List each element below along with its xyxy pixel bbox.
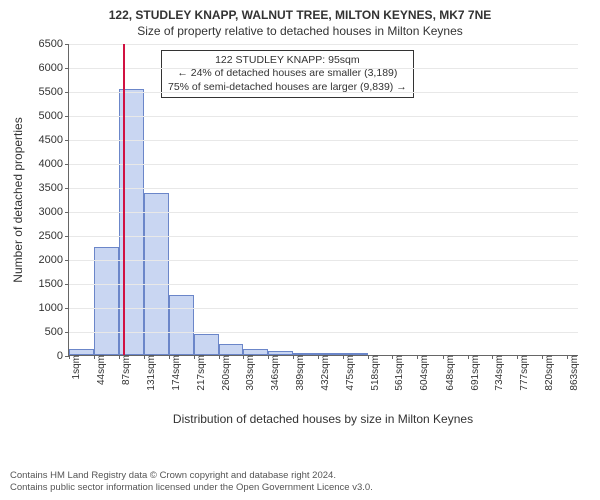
- x-tick-label: 648sqm: [439, 355, 456, 391]
- histogram-bar: [219, 344, 244, 355]
- x-tick-label: 260sqm: [215, 355, 232, 391]
- y-tick-mark: [65, 92, 69, 93]
- x-tick-label: 475sqm: [339, 355, 356, 391]
- gridline: [69, 140, 578, 141]
- histogram-bar: [169, 295, 194, 355]
- x-tick-label: 217sqm: [190, 355, 207, 391]
- gridline: [69, 188, 578, 189]
- histogram-bar: [144, 193, 169, 355]
- y-axis-label: Number of detached properties: [11, 117, 25, 282]
- annotation-line2: ← 24% of detached houses are smaller (3,…: [168, 67, 407, 80]
- x-tick-label: 561sqm: [388, 355, 405, 391]
- x-tick-label: 691sqm: [464, 355, 481, 391]
- x-tick-label: 777sqm: [513, 355, 530, 391]
- x-tick-label: 389sqm: [289, 355, 306, 391]
- property-marker-line: [123, 44, 125, 355]
- x-tick-label: 1sqm: [65, 355, 82, 379]
- y-tick-mark: [65, 68, 69, 69]
- attribution: Contains HM Land Registry data © Crown c…: [10, 470, 373, 494]
- title-main: 122, STUDLEY KNAPP, WALNUT TREE, MILTON …: [10, 8, 590, 23]
- histogram-bar: [94, 247, 119, 355]
- y-tick-mark: [65, 332, 69, 333]
- y-tick-mark: [65, 140, 69, 141]
- figure: 122, STUDLEY KNAPP, WALNUT TREE, MILTON …: [0, 0, 600, 500]
- footer-line1: Contains HM Land Registry data © Crown c…: [10, 470, 373, 482]
- gridline: [69, 284, 578, 285]
- plot-area: 122 STUDLEY KNAPP: 95sqm ← 24% of detach…: [68, 44, 578, 356]
- histogram-bar: [194, 334, 219, 355]
- x-tick-label: 346sqm: [264, 355, 281, 391]
- chart-area: Number of detached properties 122 STUDLE…: [10, 44, 590, 428]
- gridline: [69, 92, 578, 93]
- x-tick-label: 432sqm: [314, 355, 331, 391]
- gridline: [69, 236, 578, 237]
- x-tick-label: 87sqm: [115, 355, 132, 385]
- x-tick-label: 131sqm: [140, 355, 157, 391]
- gridline: [69, 68, 578, 69]
- x-tick-label: 303sqm: [239, 355, 256, 391]
- y-tick-mark: [65, 164, 69, 165]
- y-tick-mark: [65, 116, 69, 117]
- x-tick-label: 734sqm: [488, 355, 505, 391]
- x-axis-label: Distribution of detached houses by size …: [68, 412, 578, 426]
- y-tick-mark: [65, 260, 69, 261]
- annotation-line1: 122 STUDLEY KNAPP: 95sqm: [168, 54, 407, 67]
- x-tick-label: 174sqm: [165, 355, 182, 391]
- y-tick-mark: [65, 212, 69, 213]
- gridline: [69, 308, 578, 309]
- y-tick-mark: [65, 188, 69, 189]
- y-tick-mark: [65, 284, 69, 285]
- x-tick-label: 820sqm: [538, 355, 555, 391]
- gridline: [69, 116, 578, 117]
- x-tick-label: 44sqm: [90, 355, 107, 385]
- gridline: [69, 44, 578, 45]
- x-tick-label: 604sqm: [413, 355, 430, 391]
- y-tick-mark: [65, 308, 69, 309]
- y-tick-mark: [65, 236, 69, 237]
- gridline: [69, 332, 578, 333]
- title-sub: Size of property relative to detached ho…: [10, 24, 590, 38]
- footer-line2: Contains public sector information licen…: [10, 482, 373, 494]
- gridline: [69, 212, 578, 213]
- x-tick-label: 863sqm: [563, 355, 580, 391]
- y-tick-mark: [65, 44, 69, 45]
- gridline: [69, 164, 578, 165]
- gridline: [69, 260, 578, 261]
- x-tick-label: 518sqm: [364, 355, 381, 391]
